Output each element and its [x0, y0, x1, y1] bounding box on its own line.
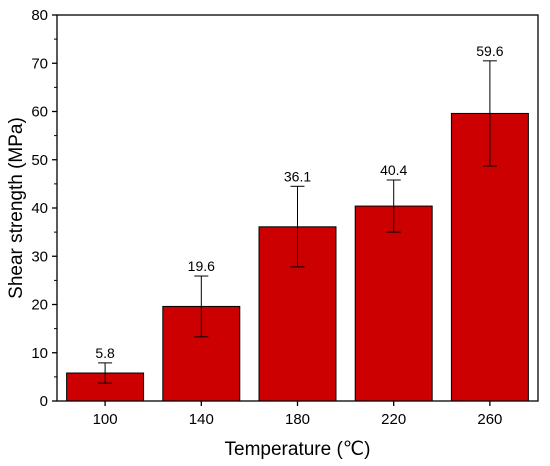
- data-label-100: 5.8: [95, 345, 115, 361]
- data-labels-group: 5.8 19.6 36.1 40.4 59.6: [95, 43, 503, 361]
- x-tick-label-180: 180: [285, 411, 310, 428]
- y-axis: 0 10 20 30 40 50 60 70 80: [31, 7, 57, 410]
- error-bar-100: [98, 362, 113, 384]
- x-tick-label-260: 260: [477, 411, 502, 428]
- error-bar-220: [386, 179, 401, 233]
- y-tick-label-20: 20: [31, 297, 48, 314]
- y-axis-title: Shear strength (MPa): [6, 117, 27, 299]
- data-label-220: 40.4: [380, 162, 407, 178]
- x-axis-title: Temperature (℃): [225, 439, 371, 460]
- data-label-260: 59.6: [476, 43, 503, 59]
- bar-220: [354, 205, 433, 402]
- x-tick-label-100: 100: [93, 411, 118, 428]
- x-tick-label-220: 220: [381, 411, 406, 428]
- x-axis: 100 140 180 220 260: [93, 401, 502, 428]
- error-bar-140: [194, 275, 209, 338]
- error-bar-180: [290, 185, 305, 268]
- error-bar-260: [482, 60, 497, 167]
- y-tick-label-40: 40: [31, 200, 48, 217]
- data-label-140: 19.6: [188, 258, 215, 274]
- error-bars-group: [98, 60, 497, 384]
- data-label-180: 36.1: [284, 168, 311, 184]
- x-tick-label-140: 140: [189, 411, 214, 428]
- y-tick-label-10: 10: [31, 345, 48, 362]
- y-tick-label-50: 50: [31, 152, 48, 169]
- y-tick-label-30: 30: [31, 248, 48, 265]
- y-tick-label-0: 0: [40, 393, 48, 410]
- y-tick-label-70: 70: [31, 55, 48, 72]
- y-tick-label-80: 80: [31, 7, 48, 24]
- y-tick-label-60: 60: [31, 104, 48, 121]
